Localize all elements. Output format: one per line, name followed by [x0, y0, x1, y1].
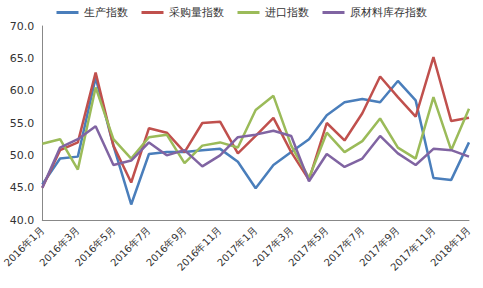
- svg-text:2016年11月: 2016年11月: [175, 224, 224, 273]
- svg-text:2017年9月: 2017年9月: [357, 224, 402, 269]
- svg-text:2017年3月: 2017年3月: [250, 224, 296, 269]
- svg-text:2016年5月: 2016年5月: [72, 224, 118, 269]
- svg-text:65.0: 65.0: [10, 52, 35, 65]
- svg-text:生产指数: 生产指数: [84, 6, 128, 19]
- svg-text:2016年1月: 2016年1月: [1, 224, 47, 269]
- svg-text:2016年3月: 2016年3月: [37, 224, 82, 269]
- svg-text:2016年7月: 2016年7月: [108, 224, 153, 269]
- svg-text:2017年5月: 2017年5月: [286, 224, 331, 269]
- svg-text:2017年1月: 2017年1月: [215, 224, 260, 269]
- svg-text:2016年9月: 2016年9月: [144, 224, 189, 269]
- svg-text:40.0: 40.0: [10, 214, 35, 227]
- svg-text:进口指数: 进口指数: [265, 6, 309, 19]
- svg-text:2018年1月: 2018年1月: [429, 224, 473, 268]
- svg-text:60.0: 60.0: [10, 84, 35, 97]
- svg-text:2017年11月: 2017年11月: [388, 224, 437, 273]
- svg-text:原材料库存指数: 原材料库存指数: [350, 6, 427, 19]
- svg-text:2017年7月: 2017年7月: [321, 224, 367, 269]
- svg-text:70.0: 70.0: [10, 20, 35, 33]
- svg-text:55.0: 55.0: [10, 117, 35, 130]
- svg-text:50.0: 50.0: [10, 149, 35, 162]
- svg-text:45.0: 45.0: [10, 181, 35, 194]
- svg-text:采购量指数: 采购量指数: [169, 6, 224, 19]
